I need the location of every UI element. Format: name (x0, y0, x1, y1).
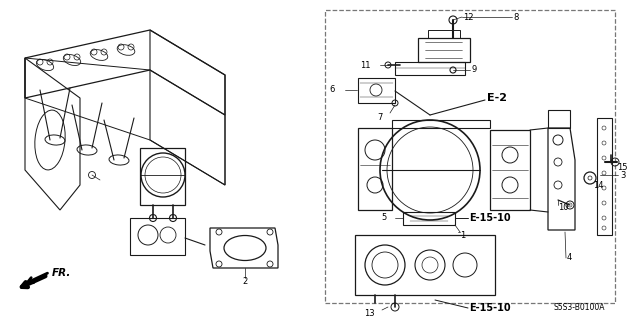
Text: E-2: E-2 (487, 93, 507, 103)
Text: 12: 12 (463, 12, 474, 21)
Text: 2: 2 (243, 278, 248, 286)
Text: 8: 8 (513, 12, 518, 21)
Text: FR.: FR. (52, 268, 72, 278)
Text: 9: 9 (471, 65, 476, 75)
Text: 6: 6 (330, 85, 335, 94)
Text: 10: 10 (558, 204, 568, 212)
Text: 1: 1 (460, 231, 465, 240)
Text: 13: 13 (364, 308, 375, 317)
Text: 11: 11 (360, 61, 371, 70)
Text: 14: 14 (593, 181, 604, 189)
Text: 4: 4 (567, 254, 572, 263)
Text: E-15-10: E-15-10 (469, 213, 511, 223)
Text: E-15-10: E-15-10 (469, 303, 511, 313)
Text: S5S3-B0100A: S5S3-B0100A (554, 303, 605, 313)
Text: 7: 7 (378, 113, 383, 122)
Text: 15: 15 (617, 162, 627, 172)
Text: 5: 5 (381, 213, 387, 222)
Text: 3: 3 (620, 170, 625, 180)
